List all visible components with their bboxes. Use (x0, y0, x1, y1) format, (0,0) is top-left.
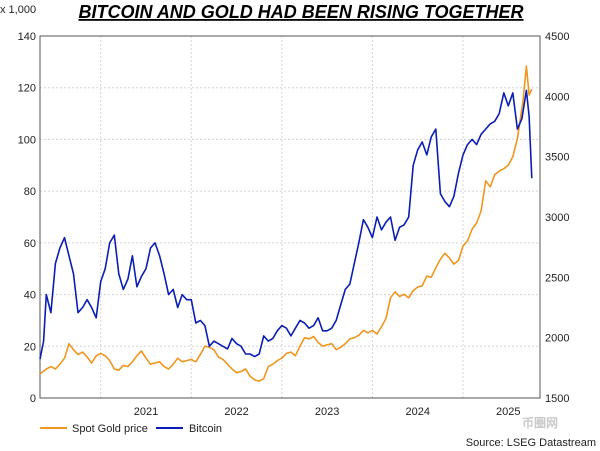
series-layer (39, 65, 533, 382)
x-axis-ticks: 2021 2022 2023 2024 2025 (134, 406, 521, 418)
source-note: Source: LSEG Datastream (466, 437, 596, 449)
right-tick-label: 2000 (545, 333, 569, 345)
right-tick-label: 4000 (545, 91, 569, 103)
left-axis-unit: x 1,000 (0, 4, 36, 16)
left-tick-label: 20 (24, 341, 36, 353)
left-tick-label: 100 (18, 134, 36, 146)
left-tick-label: 0 (30, 393, 36, 405)
right-tick-label: 1500 (545, 393, 569, 405)
plot-frame (39, 35, 541, 399)
right-tick-label: 3000 (545, 212, 569, 224)
legend-gold-label: Spot Gold price (72, 423, 148, 435)
x-tick-label: 2022 (224, 406, 248, 418)
left-tick-label: 120 (18, 83, 36, 95)
left-tick-label: 140 (18, 31, 36, 43)
right-tick-label: 4500 (545, 31, 569, 43)
right-axis-ticks: 1500 2000 2500 3000 3500 4000 4500 (545, 31, 569, 405)
right-tick-label: 2500 (545, 272, 569, 284)
legend-bitcoin-label: Bitcoin (189, 423, 222, 435)
x-tick-label: 2023 (315, 406, 339, 418)
series-line-spot-gold (39, 65, 533, 382)
right-tick-label: 3500 (545, 152, 569, 164)
chart-title: BITCOIN AND GOLD HAD BEEN RISING TOGETHE… (78, 2, 523, 22)
left-tick-label: 40 (24, 290, 36, 302)
x-tick-label: 2024 (405, 406, 429, 418)
left-tick-label: 80 (24, 186, 36, 198)
legend: Spot Gold price Bitcoin (40, 423, 222, 435)
x-tick-label: 2021 (134, 406, 158, 418)
series-line-bitcoin (39, 89, 533, 360)
x-tick-label: 2025 (496, 406, 520, 418)
watermark: 币圈网 (522, 415, 558, 430)
left-tick-label: 60 (24, 238, 36, 250)
left-axis-ticks: 0 20 40 60 80 100 120 140 (18, 31, 36, 405)
gridlines (40, 36, 540, 398)
